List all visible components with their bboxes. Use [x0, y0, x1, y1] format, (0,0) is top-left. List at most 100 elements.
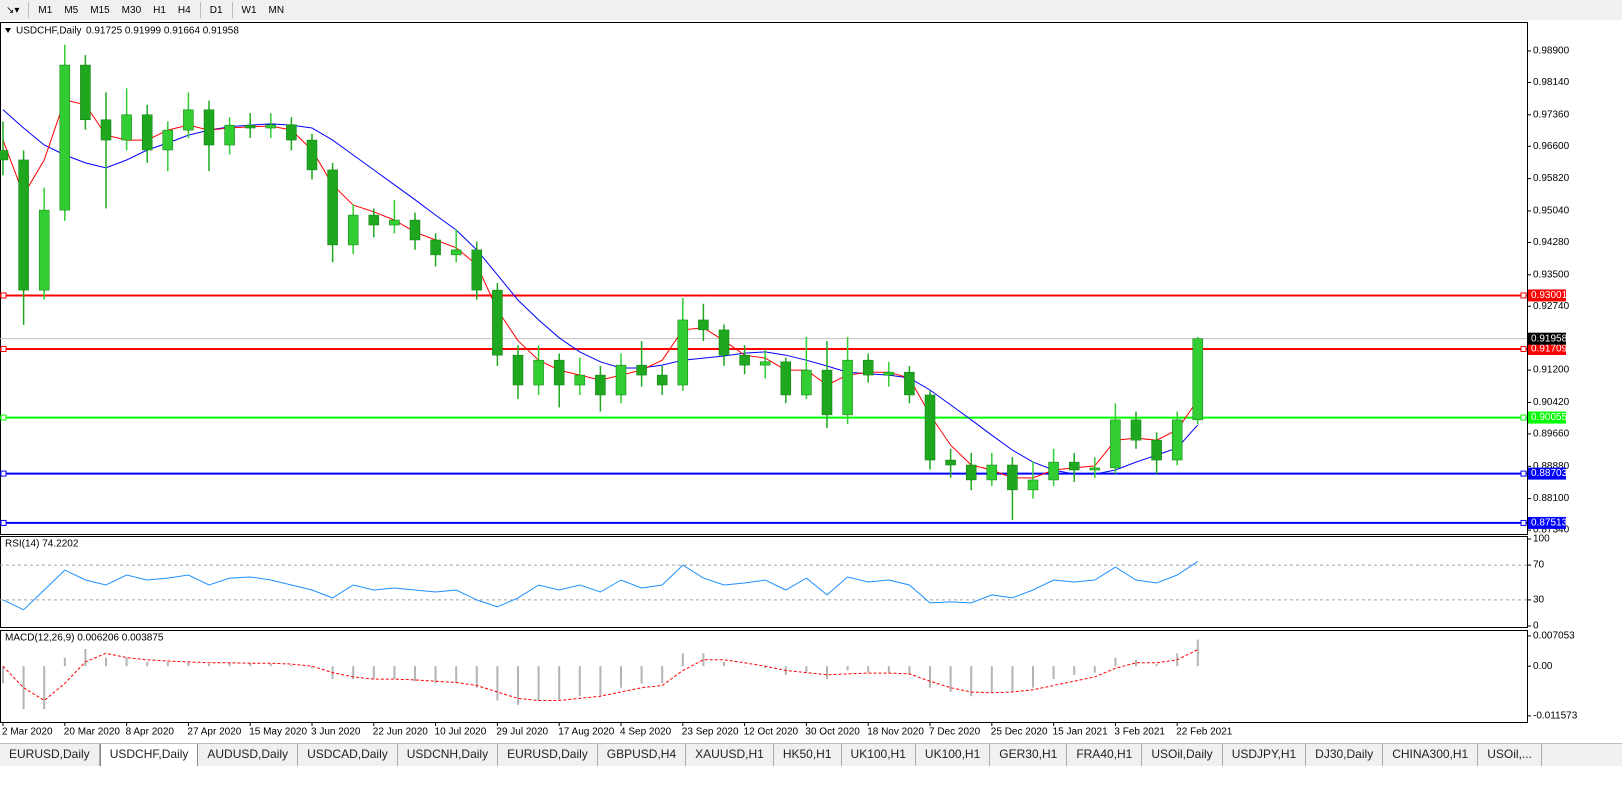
tool-icon[interactable]: ↘▾ [6, 4, 20, 16]
candle-body [759, 361, 771, 366]
macd-bar [1135, 659, 1137, 667]
x-tick-label: 3 Jun 2020 [311, 727, 361, 738]
macd-bar [393, 666, 396, 680]
candle-body [347, 214, 359, 246]
macd-bar [187, 661, 190, 667]
macd-bar [723, 661, 725, 667]
chart-tab[interactable]: USDCHF,Daily [99, 744, 199, 766]
timeframe-button[interactable]: H4 [177, 4, 191, 16]
macd-bar [929, 666, 931, 688]
x-tick-label: 30 Oct 2020 [805, 727, 860, 738]
candle-body [1192, 338, 1204, 421]
candle-body [1048, 461, 1059, 481]
chart-tab[interactable]: GBPUSD,H4 [598, 744, 687, 766]
candle-body [512, 354, 524, 386]
chart-tab[interactable]: GER30,H1 [990, 744, 1068, 766]
chart-tab[interactable]: USDCAD,Daily [298, 744, 398, 766]
level-label: 0.93001 [1531, 290, 1568, 301]
candle-body [1007, 464, 1018, 491]
chart-tab[interactable]: AUDUSD,Daily [198, 744, 299, 766]
timeframe-button[interactable]: M30 [121, 4, 142, 16]
main-panel [0, 22, 1528, 535]
chart-tab[interactable]: UK100,H1 [916, 744, 991, 766]
x-tick-label: 8 Apr 2020 [126, 727, 175, 738]
candle-body [574, 374, 586, 386]
collapse-arrow[interactable] [5, 28, 11, 33]
x-tick-label: 27 Apr 2020 [187, 727, 241, 738]
macd-bar [249, 662, 252, 667]
chart-tab[interactable]: CHINA300,H1 [1383, 744, 1479, 766]
y-tick-label: 0.92740 [1533, 301, 1570, 312]
macd-bar [84, 649, 87, 667]
macd-bar [1155, 664, 1158, 667]
macd-panel [0, 630, 1528, 723]
macd-bar [22, 666, 25, 710]
chart-tab[interactable]: USDCNH,Daily [398, 744, 499, 766]
timeframe-button[interactable]: W1 [241, 4, 257, 16]
y-tick-label: 0.88880 [1533, 461, 1570, 472]
macd-bar [208, 664, 210, 667]
candle-body [1110, 419, 1121, 469]
macd-bar [681, 653, 684, 667]
candle-body [389, 219, 400, 226]
level-handle [1520, 346, 1527, 353]
candle-body [595, 374, 606, 396]
macd-bar [805, 666, 808, 673]
timeframe-button[interactable]: H1 [153, 4, 166, 16]
timeframe-button[interactable]: M15 [90, 4, 110, 16]
timeframe-button[interactable]: M1 [38, 4, 53, 16]
chart-tab[interactable]: USOil,Daily [1142, 744, 1223, 766]
level-label: 0.90055 [1531, 412, 1568, 423]
candle-body [203, 109, 215, 146]
level-label-box [1528, 289, 1566, 302]
timeframe-button[interactable]: MN [268, 4, 285, 16]
level-label: 0.91709 [1531, 344, 1568, 355]
macd-bar [63, 657, 66, 667]
x-tick-label: 18 Nov 2020 [867, 727, 924, 738]
last-price-box [1528, 332, 1566, 345]
chart-tab[interactable]: USOil,... [1478, 744, 1542, 766]
x-tick-label: 15 Jan 2021 [1053, 727, 1108, 738]
level-handle [0, 414, 7, 421]
timeframe-button[interactable]: M5 [64, 4, 79, 16]
chart-tab[interactable]: USDJPY,H1 [1223, 744, 1307, 766]
chart-tabs: EURUSD,Daily USDCHF,Daily AUDUSD,Daily USDC… [0, 743, 1622, 766]
candle-body [80, 64, 91, 120]
macd-bar [743, 666, 746, 667]
candle-body [18, 159, 29, 291]
candle-body [801, 369, 812, 396]
separator [231, 2, 233, 18]
chart-tab[interactable]: DJ30,Daily [1306, 744, 1384, 766]
moving-average [2, 109, 1199, 475]
candle-body [224, 124, 235, 146]
macd-bar [372, 666, 375, 680]
candle-body [842, 359, 853, 416]
chart-tab[interactable]: FRA40,H1 [1067, 744, 1143, 766]
ohlc-text: 0.91725 0.91999 0.91664 0.91958 [86, 26, 239, 37]
candle-body [883, 371, 895, 376]
chart-tab[interactable]: XAUUSD,H1 [686, 744, 774, 766]
macd-bar [125, 657, 128, 667]
macd-bar [228, 662, 231, 667]
candle-body [38, 209, 50, 291]
candle-body [1068, 461, 1080, 471]
level-handle [0, 519, 7, 526]
chart-tab[interactable]: UK100,H1 [842, 744, 916, 766]
candle-body [1151, 439, 1162, 461]
level-handle [1520, 414, 1527, 421]
chart-tab[interactable]: EURUSD,Daily [0, 744, 100, 766]
macd-bar [290, 664, 293, 667]
chart: USDCHF,Daily 0.91725 0.91999 0.91664 0.9… [0, 22, 1578, 738]
y-tick-label: 0.98140 [1533, 77, 1570, 88]
y-tick-label: 0.95040 [1533, 206, 1570, 217]
candle-body [368, 214, 380, 226]
x-tick-label: 23 Sep 2020 [682, 727, 739, 738]
timeframe-button[interactable]: D1 [209, 4, 223, 16]
chart-tab[interactable]: EURUSD,Daily [498, 744, 598, 766]
candle-body [862, 359, 874, 376]
candle-body [1130, 419, 1142, 441]
macd-bar [1093, 666, 1096, 673]
level-handle [1520, 292, 1527, 299]
chart-tab[interactable]: HK50,H1 [774, 744, 842, 766]
level-label-box [1528, 516, 1566, 529]
